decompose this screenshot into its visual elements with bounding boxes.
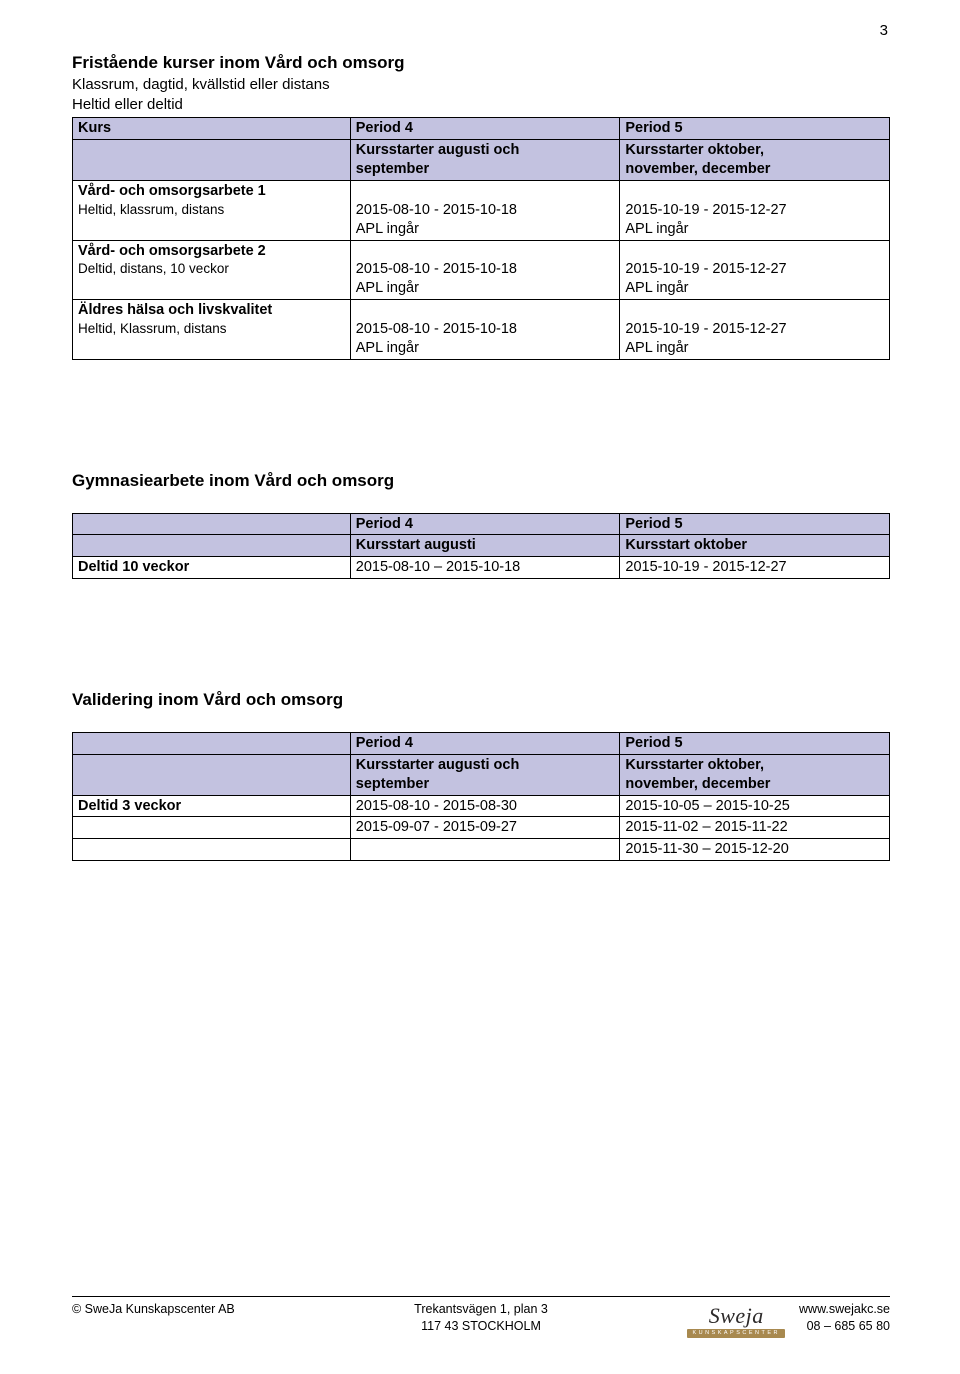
- table-header-cell: [73, 732, 351, 754]
- table-row: 2015-09-07 - 2015-09-27 2015-11-02 – 201…: [73, 817, 890, 839]
- page-number: 3: [880, 22, 888, 39]
- apl-note: APL ingår: [356, 220, 615, 239]
- table-header-cell: [73, 513, 351, 535]
- course-name: Vård- och omsorgsarbete 1: [78, 182, 345, 201]
- table-row: Deltid 10 veckor 2015-08-10 – 2015-10-18…: [73, 557, 890, 579]
- course-dates: 2015-11-30 – 2015-12-20: [620, 839, 890, 861]
- phone: 08 – 685 65 80: [807, 1319, 890, 1333]
- course-dates: 2015-10-19 - 2015-12-27: [625, 260, 884, 279]
- section2-table: Period 4 Period 5 Kursstart augusti Kurs…: [72, 513, 890, 580]
- course-mode: Deltid, distans, 10 veckor: [78, 260, 345, 278]
- logo: Sweja KUNSKAPSCENTER: [687, 1301, 785, 1338]
- section-validering: Validering inom Vård och omsorg Period 4…: [72, 579, 890, 861]
- section-fristaende: Fristående kurser inom Vård och omsorg K…: [72, 0, 890, 360]
- table-header-cell: Kursstart augusti: [350, 535, 620, 557]
- section1-title: Fristående kurser inom Vård och omsorg: [72, 52, 890, 75]
- course-mode: Heltid, Klassrum, distans: [78, 320, 345, 338]
- table-header-cell: [73, 140, 351, 181]
- table-header-cell: Period 5: [620, 513, 890, 535]
- row-label: [73, 817, 351, 839]
- course-dates: 2015-10-19 - 2015-12-27: [620, 557, 890, 579]
- table-row: Vård- och omsorgsarbete 1 Heltid, klassr…: [73, 180, 890, 240]
- table-header-cell: [73, 754, 351, 795]
- apl-note: APL ingår: [625, 220, 884, 239]
- table-header-cell: Kursstarter oktober, november, december: [620, 754, 890, 795]
- course-dates: 2015-10-19 - 2015-12-27: [625, 320, 884, 339]
- section1-sub1: Klassrum, dagtid, kvällstid eller distan…: [72, 75, 890, 95]
- table-header-cell: Period 4: [350, 513, 620, 535]
- course-dates: 2015-09-07 - 2015-09-27: [350, 817, 620, 839]
- footer-left: © SweJa Kunskapscenter AB: [72, 1301, 345, 1338]
- table-header-cell: Period 4: [350, 732, 620, 754]
- footer: © SweJa Kunskapscenter AB Trekantsvägen …: [72, 1296, 890, 1338]
- footer-center: Trekantsvägen 1, plan 3 117 43 STOCKHOLM: [345, 1301, 618, 1338]
- table-header-cell: Kurs: [73, 118, 351, 140]
- section3-title: Validering inom Vård och omsorg: [72, 689, 890, 712]
- table-header-cell: Kursstarter augusti och september: [350, 754, 620, 795]
- section2-title: Gymnasiearbete inom Vård och omsorg: [72, 470, 890, 493]
- course-dates: 2015-08-10 - 2015-10-18: [356, 320, 615, 339]
- section1-table: Kurs Period 4 Period 5 Kursstarter augus…: [72, 117, 890, 359]
- apl-note: APL ingår: [356, 279, 615, 298]
- course-dates: 2015-10-19 - 2015-12-27: [625, 201, 884, 220]
- section-gymnasiearbete: Gymnasiearbete inom Vård och omsorg Peri…: [72, 360, 890, 579]
- table-row: 2015-11-30 – 2015-12-20: [73, 839, 890, 861]
- course-dates: 2015-08-10 - 2015-08-30: [350, 795, 620, 817]
- row-label: Deltid 10 veckor: [73, 557, 351, 579]
- apl-note: APL ingår: [625, 279, 884, 298]
- table-header-cell: Kursstarter oktober, november, december: [620, 140, 890, 181]
- table-header-cell: Kursstart oktober: [620, 535, 890, 557]
- address-line2: 117 43 STOCKHOLM: [421, 1319, 541, 1333]
- row-label: [73, 839, 351, 861]
- copyright: © SweJa Kunskapscenter AB: [72, 1302, 235, 1316]
- course-dates: 2015-08-10 - 2015-10-18: [356, 201, 615, 220]
- section3-table: Period 4 Period 5 Kursstarter augusti oc…: [72, 732, 890, 861]
- website: www.swejakc.se: [799, 1302, 890, 1316]
- apl-note: APL ingår: [625, 339, 884, 358]
- course-dates: 2015-08-10 - 2015-10-18: [356, 260, 615, 279]
- course-dates: 2015-08-10 – 2015-10-18: [350, 557, 620, 579]
- course-mode: Heltid, klassrum, distans: [78, 201, 345, 219]
- apl-note: APL ingår: [356, 339, 615, 358]
- table-row: Deltid 3 veckor 2015-08-10 - 2015-08-30 …: [73, 795, 890, 817]
- logo-sub-text: KUNSKAPSCENTER: [687, 1329, 785, 1338]
- table-row: Vård- och omsorgsarbete 2 Deltid, distan…: [73, 240, 890, 300]
- row-label: Deltid 3 veckor: [73, 795, 351, 817]
- course-dates: [350, 839, 620, 861]
- table-row: Äldres hälsa och livskvalitet Heltid, Kl…: [73, 300, 890, 360]
- course-dates: 2015-10-05 – 2015-10-25: [620, 795, 890, 817]
- address-line1: Trekantsvägen 1, plan 3: [414, 1302, 548, 1316]
- table-header-cell: Kursstarter augusti och september: [350, 140, 620, 181]
- footer-right: Sweja KUNSKAPSCENTER www.swejakc.se 08 –…: [617, 1301, 890, 1338]
- table-header-cell: Period 5: [620, 118, 890, 140]
- table-header-cell: Period 4: [350, 118, 620, 140]
- course-dates: 2015-11-02 – 2015-11-22: [620, 817, 890, 839]
- section1-sub2: Heltid eller deltid: [72, 95, 890, 115]
- course-name: Vård- och omsorgsarbete 2: [78, 242, 345, 261]
- logo-main-text: Sweja: [687, 1301, 785, 1331]
- course-name: Äldres hälsa och livskvalitet: [78, 301, 345, 320]
- table-header-cell: Period 5: [620, 732, 890, 754]
- table-header-cell: [73, 535, 351, 557]
